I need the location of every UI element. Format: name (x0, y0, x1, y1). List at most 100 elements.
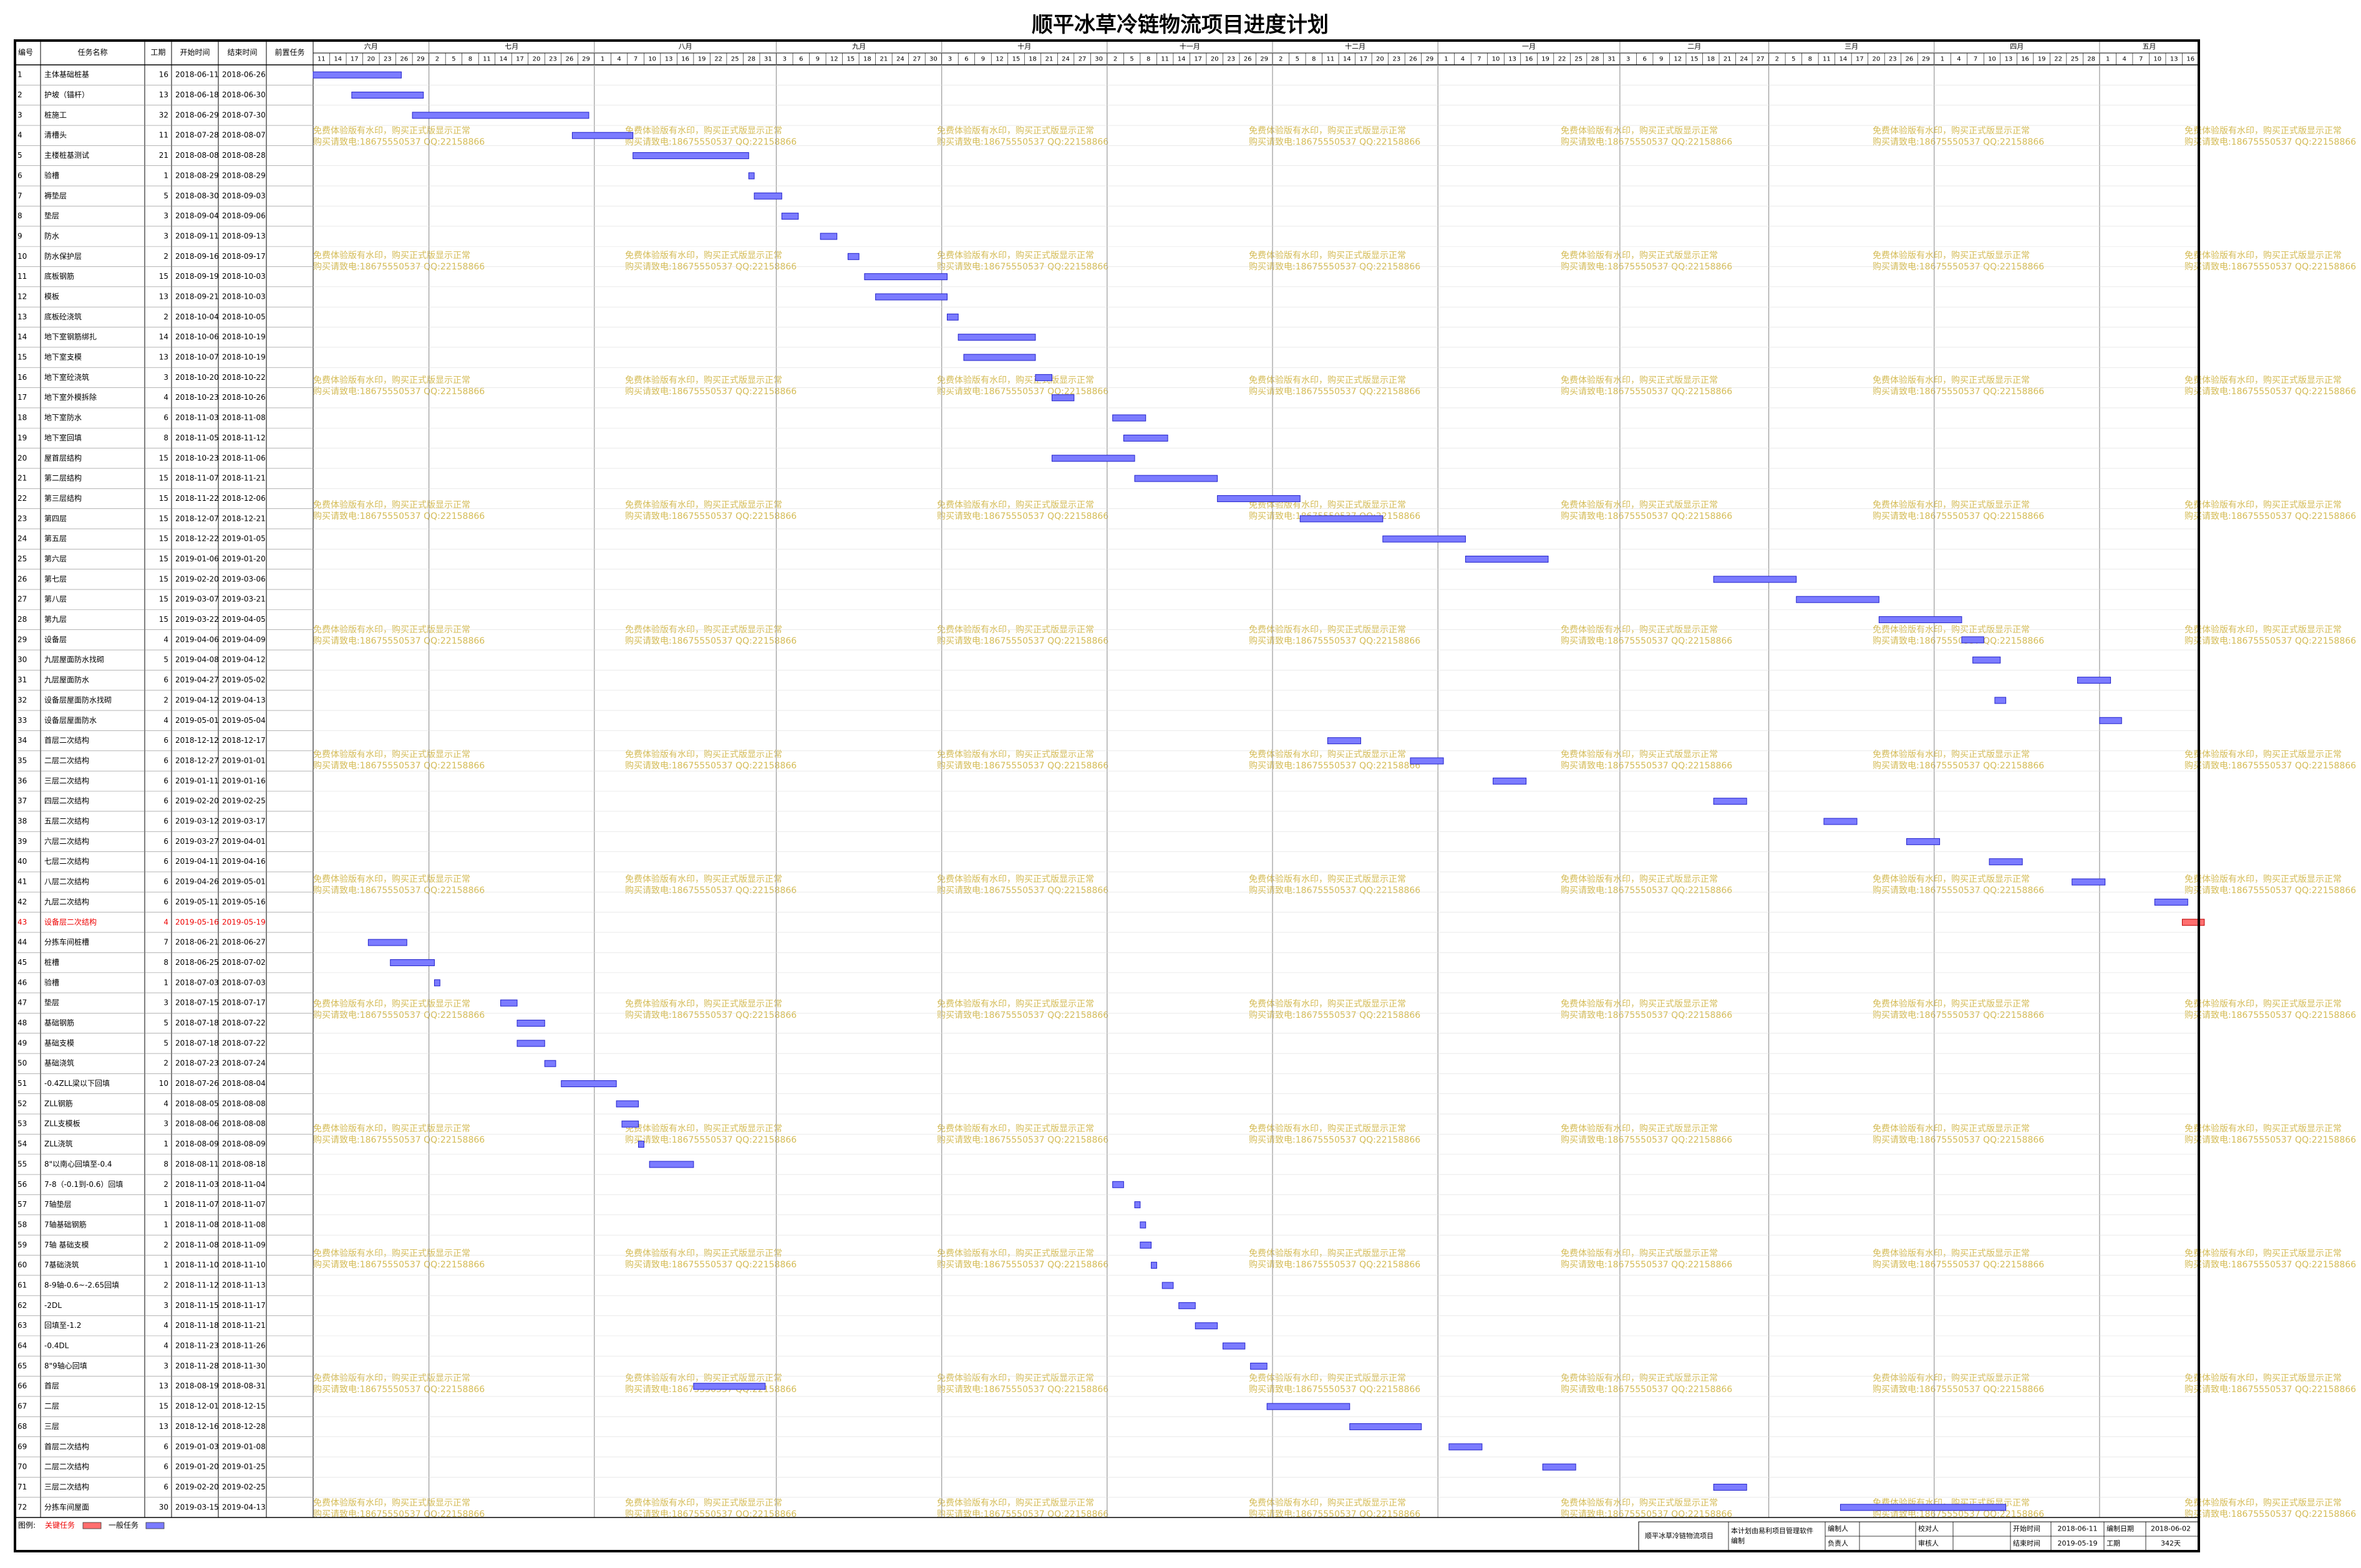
day-label: 3 (1626, 56, 1630, 63)
watermark: 免费体验版有水印，购买正式版显示正常 (2184, 999, 2342, 1009)
task-name: 模板 (44, 292, 59, 301)
day-label: 4 (1957, 56, 1961, 63)
task-duration: 3 (163, 211, 168, 220)
watermark: 免费体验版有水印，购买正式版显示正常 (625, 251, 782, 261)
watermark: 免费体验版有水印，购买正式版显示正常 (2184, 874, 2342, 884)
day-label: 5 (452, 56, 455, 63)
task-start: 2018-10-06 (175, 332, 219, 341)
watermark: 免费体验版有水印，购买正式版显示正常 (1249, 1498, 1406, 1508)
task-id: 51 (17, 1079, 27, 1088)
task-name: 7轴垫层 (44, 1199, 72, 1209)
watermark: 免费体验版有水印，购买正式版显示正常 (937, 999, 1094, 1009)
watermark: 购买请致电:18675550537 QQ:22158866 (313, 387, 485, 397)
day-label: 23 (1227, 56, 1235, 63)
day-label: 9 (816, 56, 820, 63)
task-name: 第九层 (44, 615, 67, 624)
task-duration: 2 (163, 1180, 168, 1189)
task-duration: 2 (163, 1241, 168, 1249)
day-label: 1 (601, 56, 604, 63)
task-bar (1161, 1282, 1174, 1289)
task-end: 2018-10-26 (222, 393, 266, 402)
task-bar (1123, 434, 1168, 442)
footer-label: 负责人 (1828, 1539, 1848, 1547)
task-duration: 15 (159, 514, 168, 523)
task-name: 地下室砼浇筑 (44, 372, 89, 382)
task-end: 2019-01-05 (222, 535, 266, 543)
task-bar (1961, 636, 1984, 644)
day-label: 16 (2021, 56, 2029, 63)
day-label: 10 (1988, 56, 1996, 63)
task-id: 64 (17, 1342, 27, 1350)
task-end: 2019-05-16 (222, 898, 266, 906)
watermark: 购买请致电:18675550537 QQ:22158866 (937, 1385, 1108, 1395)
task-end: 2019-04-09 (222, 635, 266, 644)
task-start: 2019-03-07 (175, 595, 219, 604)
task-end: 2018-11-13 (222, 1281, 266, 1290)
day-label: 1 (2106, 56, 2110, 63)
task-name: ZLL支模板 (44, 1120, 80, 1128)
task-name: -2DL (44, 1301, 62, 1310)
task-end: 2018-07-17 (222, 999, 266, 1007)
month-label: 六月 (364, 42, 378, 51)
task-end: 2018-12-15 (222, 1402, 266, 1411)
day-label: 5 (1130, 56, 1133, 63)
task-start: 2018-11-23 (175, 1342, 219, 1350)
task-duration: 6 (163, 777, 168, 785)
watermark: 免费体验版有水印，购买正式版显示正常 (1873, 874, 2030, 884)
watermark: 免费体验版有水印，购买正式版显示正常 (1249, 1249, 1406, 1259)
task-id: 30 (17, 656, 27, 664)
task-start: 2018-11-10 (175, 1261, 219, 1269)
task-start: 2018-08-09 (175, 1140, 219, 1148)
task-end: 2018-07-30 (222, 110, 266, 119)
task-end: 2018-07-24 (222, 1059, 266, 1068)
day-label: 31 (1607, 56, 1616, 63)
day-label: 6 (1642, 56, 1646, 63)
column-header: 前置任务 (274, 47, 304, 57)
watermark: 免费体验版有水印，购买正式版显示正常 (2184, 251, 2342, 261)
task-name: 桩施工 (44, 110, 67, 119)
watermark: 免费体验版有水印，购买正式版显示正常 (625, 126, 782, 136)
watermark: 免费体验版有水印，购买正式版显示正常 (1561, 1373, 1718, 1383)
watermark: 免费体验版有水印，购买正式版显示正常 (625, 375, 782, 385)
task-id: 5 (17, 151, 22, 160)
day-label: 26 (400, 56, 408, 63)
task-id: 33 (17, 716, 27, 725)
watermark: 免费体验版有水印，购买正式版显示正常 (1873, 500, 2030, 510)
task-bar (1410, 757, 1444, 765)
task-duration: 8 (163, 433, 168, 442)
day-label: 25 (1574, 56, 1583, 63)
task-id: 11 (17, 272, 27, 281)
task-bar (351, 92, 424, 99)
day-label: 28 (1591, 56, 1599, 63)
task-end: 2018-11-21 (222, 474, 266, 483)
watermark: 免费体验版有水印，购买正式版显示正常 (2184, 625, 2342, 635)
watermark: 购买请致电:18675550537 QQ:22158866 (2184, 511, 2356, 521)
day-label: 4 (617, 56, 621, 63)
task-duration: 3 (163, 999, 168, 1007)
task-bar (313, 71, 402, 79)
day-label: 4 (1461, 56, 1465, 63)
task-duration: 6 (163, 414, 168, 422)
watermark: 免费体验版有水印，购买正式版显示正常 (1873, 1373, 2030, 1383)
watermark: 免费体验版有水印，购买正式版显示正常 (1249, 1124, 1406, 1134)
day-label: 30 (929, 56, 938, 63)
day-label: 22 (2054, 56, 2062, 63)
task-start: 2019-01-20 (175, 1463, 219, 1471)
task-start: 2018-11-22 (175, 494, 219, 503)
task-bar (875, 293, 948, 301)
task-start: 2018-08-08 (175, 151, 219, 160)
day-label: 23 (1889, 56, 1897, 63)
watermark: 购买请致电:18675550537 QQ:22158866 (313, 761, 485, 771)
task-id: 16 (17, 373, 27, 382)
task-bar (1134, 475, 1218, 482)
task-end: 2018-12-28 (222, 1422, 266, 1431)
watermark: 免费体验版有水印，购买正式版显示正常 (2184, 500, 2342, 510)
day-label: 1 (1444, 56, 1448, 63)
task-name: 五层二次结构 (44, 816, 89, 826)
task-duration: 15 (159, 554, 168, 563)
task-id: 32 (17, 695, 27, 704)
task-id: 44 (17, 938, 27, 947)
watermark: 免费体验版有水印，购买正式版显示正常 (937, 874, 1094, 884)
task-name: 三层二次结构 (44, 776, 89, 785)
